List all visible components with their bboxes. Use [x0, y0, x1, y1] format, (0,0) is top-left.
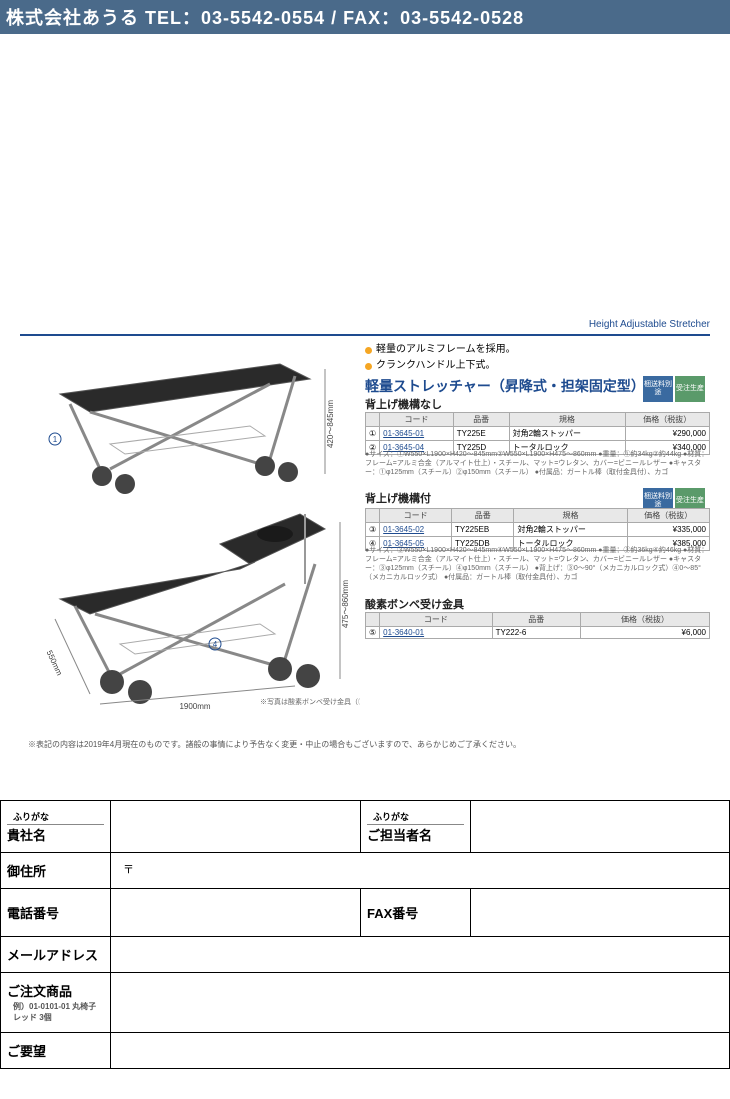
subtitle-no-backrest: 背上げ機構なし: [365, 396, 442, 412]
th-num: [366, 613, 380, 627]
bullet-text: クランクハンドル上下式。: [376, 358, 496, 374]
bullet-icon: [365, 363, 372, 370]
th-price: 価格（税抜）: [580, 613, 709, 627]
input-company[interactable]: [111, 801, 361, 853]
dim-height-1: 420〜845mm: [326, 400, 335, 448]
table-row: ③ 01-3645-02 TY225EB 対角2輪ストッパー ¥335,000: [366, 523, 710, 537]
product-table-3: コード 品番 価格（税抜） ⑤ 01-3640-01 TY222-6 ¥6,00…: [365, 612, 710, 639]
th-code: コード: [380, 413, 454, 427]
subtitle-backrest: 背上げ機構付: [365, 490, 431, 506]
stretcher-raised-image: 4 550mm 1900mm 475〜860mm ※写真は酸素ボンベ受け金具（⑤…: [30, 504, 360, 724]
cell-num: ①: [366, 427, 380, 441]
svg-text:4: 4: [213, 640, 218, 649]
feature-bullets: 軽量のアルミフレームを採用。 クランクハンドル上下式。: [365, 342, 516, 374]
spec-note-1: ●サイズ：①W550×L1900×H420〜845mm②W550×L1900×H…: [365, 450, 710, 477]
cell-code[interactable]: 01-3640-01: [380, 627, 492, 639]
order-form: ふりがな 貴社名 ふりがな ご担当者名 御住所 〒 電話番号 FAX番号 メール…: [0, 800, 730, 1069]
label-address: 御住所: [1, 853, 111, 889]
cell-pn: TY222-6: [492, 627, 580, 639]
label-order: ご注文商品 例）01-0101-01 丸椅子 レッド 3個: [1, 973, 111, 1033]
th-pn: 品番: [453, 413, 509, 427]
product-title: 軽量ストレッチャー（昇降式・担架固定型）: [365, 376, 645, 396]
input-address[interactable]: 〒: [111, 853, 730, 889]
label-fax: FAX番号: [361, 889, 471, 937]
bullet-text: 軽量のアルミフレームを採用。: [376, 342, 516, 358]
subtitle-oxygen: 酸素ボンベ受け金具: [365, 596, 464, 612]
cell-num: ③: [366, 523, 380, 537]
label-notes: ご要望: [1, 1033, 111, 1069]
svg-text:1: 1: [53, 435, 58, 444]
order-example: 例）01-0101-01 丸椅子 レッド 3個: [7, 1000, 104, 1024]
cell-price: ¥6,000: [580, 627, 709, 639]
image-caption: ※写真は酸素ボンベ受け金具（⑤）をセットしたものです: [260, 697, 360, 706]
badges-row: 梱送料別途 受注生産: [643, 376, 705, 402]
input-fax[interactable]: [471, 889, 730, 937]
product-table-1: コード 品番 規格 価格（税抜） ① 01-3645-01 TY225E 対角2…: [365, 412, 710, 455]
input-contact[interactable]: [471, 801, 730, 853]
input-order[interactable]: [111, 973, 730, 1033]
th-code: コード: [380, 509, 452, 523]
label-furigana: ふりがな: [367, 809, 464, 825]
input-notes[interactable]: [111, 1033, 730, 1069]
th-price: 価格（税抜）: [627, 509, 709, 523]
disclaimer-text: ※表記の内容は2019年4月現在のものです。諸般の事情により予告なく変更・中止の…: [28, 739, 521, 750]
cell-pn: TY225EB: [451, 523, 513, 537]
cell-code[interactable]: 01-3645-01: [380, 427, 454, 441]
label-company: ふりがな 貴社名: [1, 801, 111, 853]
badge-shipping: 梱送料別途: [643, 376, 673, 402]
badge-order: 受注生産: [675, 376, 705, 402]
th-pn: 品番: [451, 509, 513, 523]
dim-height-2: 475〜860mm: [341, 580, 350, 628]
table-row: ⑤ 01-3640-01 TY222-6 ¥6,000: [366, 627, 710, 639]
postal-mark: 〒: [117, 862, 140, 878]
table-row: ① 01-3645-01 TY225E 対角2輪ストッパー ¥290,000: [366, 427, 710, 441]
bullet-icon: [365, 347, 372, 354]
th-code: コード: [380, 613, 492, 627]
cell-spec: 対角2輪ストッパー: [509, 427, 625, 441]
cell-spec: 対角2輪ストッパー: [514, 523, 627, 537]
dim-length: 1900mm: [179, 702, 210, 711]
label-contact: ふりがな ご担当者名: [361, 801, 471, 853]
product-table-2: コード 品番 規格 価格（税抜） ③ 01-3645-02 TY225EB 対角…: [365, 508, 710, 551]
th-spec: 規格: [514, 509, 627, 523]
section-title-en: Height Adjustable Stretcher: [589, 319, 710, 330]
label-furigana: ふりがな: [7, 809, 104, 825]
th-price: 価格（税抜）: [625, 413, 710, 427]
th-num: [366, 413, 380, 427]
input-email[interactable]: [111, 937, 730, 973]
cell-code[interactable]: 01-3645-02: [380, 523, 452, 537]
th-pn: 品番: [492, 613, 580, 627]
company-header: 株式会社あうる TEL：03-5542-0554 / FAX：03-5542-0…: [0, 0, 730, 34]
input-tel[interactable]: [111, 889, 361, 937]
dim-width: 550mm: [45, 649, 65, 677]
divider-line: [20, 334, 710, 336]
catalog-area: Height Adjustable Stretcher 軽量のアルミフレームを採…: [0, 34, 730, 754]
stretcher-flat-image: 1 420〜845mm: [30, 344, 340, 504]
cell-pn: TY225E: [453, 427, 509, 441]
cell-price: ¥335,000: [627, 523, 709, 537]
cell-num: ⑤: [366, 627, 380, 639]
th-num: [366, 509, 380, 523]
cell-price: ¥290,000: [625, 427, 710, 441]
th-spec: 規格: [509, 413, 625, 427]
spec-note-2: ●サイズ：③W550×L1900×H420〜845mm④W550×L1900×H…: [365, 546, 710, 582]
label-tel: 電話番号: [1, 889, 111, 937]
label-email: メールアドレス: [1, 937, 111, 973]
